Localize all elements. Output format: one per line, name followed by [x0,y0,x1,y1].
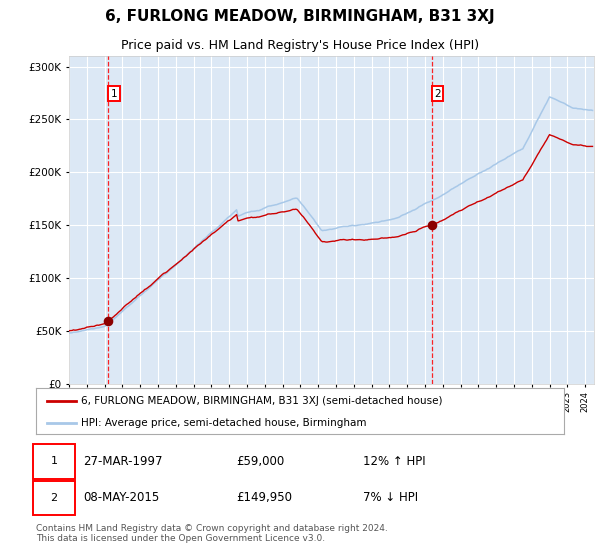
Text: 27-MAR-1997: 27-MAR-1997 [83,455,163,468]
Text: 1: 1 [111,88,118,99]
Point [104,317,113,326]
Text: 12% ↑ HPI: 12% ↑ HPI [364,455,426,468]
Point [427,221,436,230]
FancyBboxPatch shape [34,444,74,479]
Text: £59,000: £59,000 [236,455,285,468]
Text: 2: 2 [50,493,58,503]
Text: 1: 1 [50,456,58,466]
Text: 6, FURLONG MEADOW, BIRMINGHAM, B31 3XJ (semi-detached house): 6, FURLONG MEADOW, BIRMINGHAM, B31 3XJ (… [81,396,442,406]
Text: 6, FURLONG MEADOW, BIRMINGHAM, B31 3XJ: 6, FURLONG MEADOW, BIRMINGHAM, B31 3XJ [105,10,495,25]
FancyBboxPatch shape [34,480,74,515]
Text: HPI: Average price, semi-detached house, Birmingham: HPI: Average price, semi-detached house,… [81,418,367,427]
Text: Price paid vs. HM Land Registry's House Price Index (HPI): Price paid vs. HM Land Registry's House … [121,39,479,52]
Text: 7% ↓ HPI: 7% ↓ HPI [364,491,418,505]
Text: 08-MAY-2015: 08-MAY-2015 [83,491,160,505]
Text: £149,950: £149,950 [236,491,293,505]
Text: 2: 2 [434,88,441,99]
Text: Contains HM Land Registry data © Crown copyright and database right 2024.
This d: Contains HM Land Registry data © Crown c… [36,524,388,543]
